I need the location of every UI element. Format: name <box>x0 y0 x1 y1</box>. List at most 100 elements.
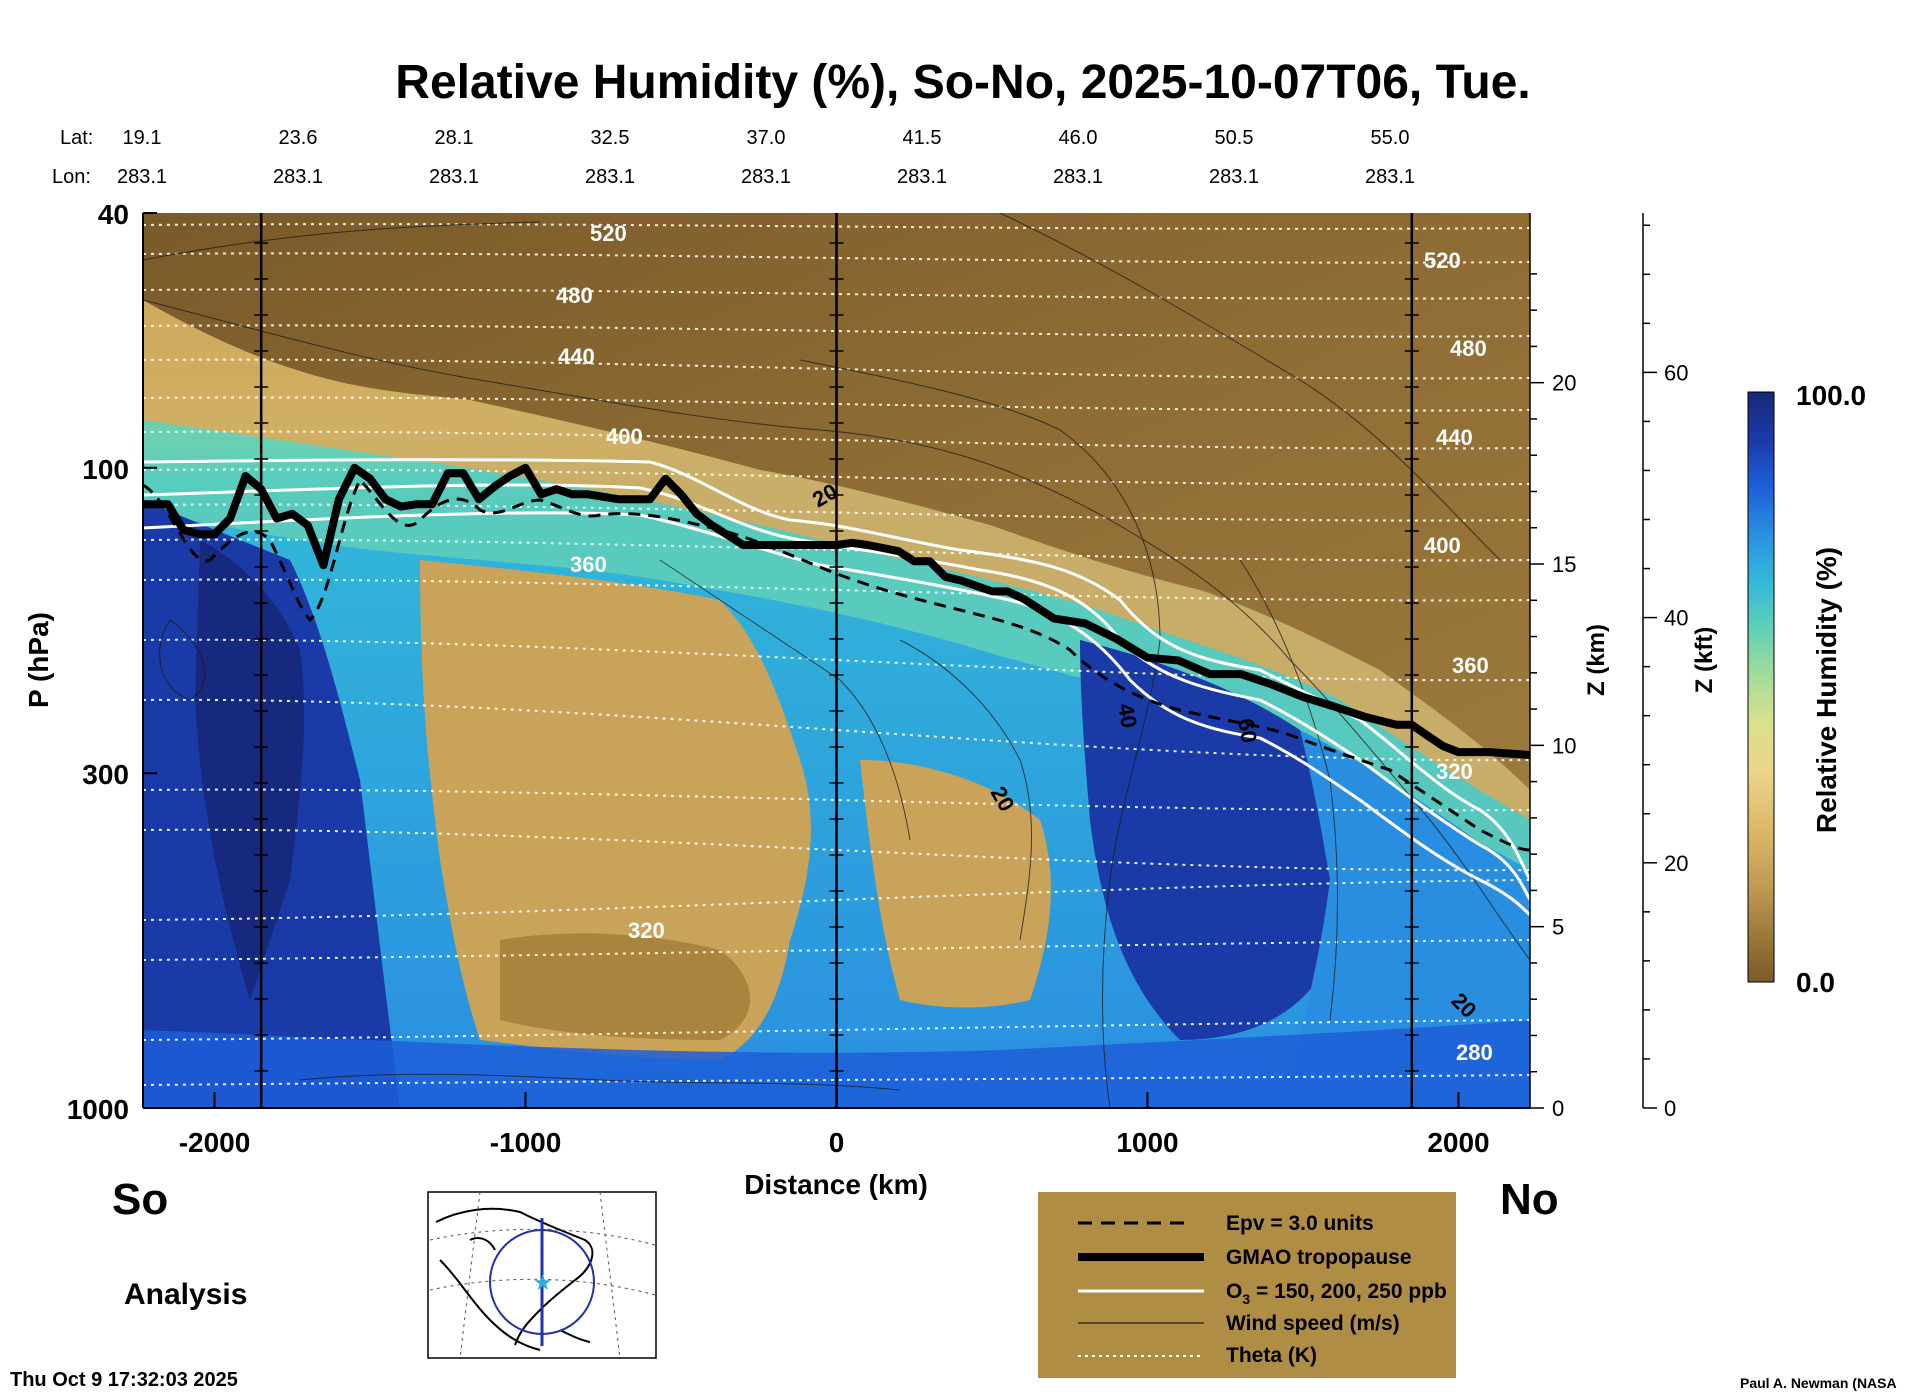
colorbar-title: Relative Humidity (%) <box>1811 547 1842 833</box>
z-km-axis-ticks: 0 5 10 15 20 <box>1530 273 1576 1121</box>
humidity-field-mid-tan <box>143 300 1530 820</box>
lat-value: 32.5 <box>591 127 630 149</box>
humidity-field-dry-middle-dark <box>500 933 750 1040</box>
x-tick-label: -1000 <box>490 1127 562 1158</box>
z-km-tick-label: 0 <box>1552 1096 1564 1121</box>
wind-contour <box>143 213 1501 561</box>
x-tick-label: 1000 <box>1116 1127 1178 1158</box>
wind-speed-contours <box>143 213 1530 1108</box>
z-kft-tick-label: 60 <box>1664 360 1688 385</box>
lat-value: 50.5 <box>1215 127 1254 149</box>
lat-value: 55.0 <box>1371 127 1410 149</box>
ozone-contour-200 <box>143 483 1530 901</box>
lat-lon-header: 19.1 283.1 23.6 283.1 28.1 283.1 32.5 283.1 37.0… <box>117 127 1415 188</box>
y-axis-title: P (hPa) <box>23 612 54 708</box>
humidity-field-dry-middle-right <box>860 760 1051 1008</box>
gmao-tropopause-line <box>143 463 1530 759</box>
theta-line <box>143 698 1530 762</box>
ozone-contour-150 <box>143 458 1530 881</box>
epv-contour <box>143 477 1530 852</box>
theta-label: 480 <box>1450 336 1487 361</box>
y-tick-label: 1000 <box>67 1094 129 1125</box>
z-kft-axis-ticks: 0 20 40 60 <box>1643 224 1688 1121</box>
y-axis-ticks: 40 100 300 1000 <box>67 199 157 1125</box>
legend-label-ozone-sub: 3 <box>1242 1291 1250 1307</box>
x-tick-label: -2000 <box>179 1127 251 1158</box>
wind-contour <box>899 639 1033 941</box>
y-tick-label: 40 <box>98 199 129 230</box>
lon-value: 283.1 <box>1365 166 1415 188</box>
wind-contour <box>659 559 911 841</box>
theta-contours <box>143 223 1530 1086</box>
legend-label-ozone-main: O <box>1226 1280 1242 1303</box>
z-km-tick-label: 5 <box>1552 915 1564 940</box>
theta-label: 520 <box>1424 248 1461 273</box>
humidity-field-deep-blue-right <box>1080 640 1334 1040</box>
humidity-field-deep-blue-left-core <box>195 540 305 1000</box>
humidity-field-moist-band <box>143 420 1530 870</box>
theta-line <box>143 638 1530 682</box>
theta-label: 400 <box>606 424 643 449</box>
theta-label: 520 <box>590 221 627 246</box>
lon-value: 283.1 <box>429 166 479 188</box>
colorbar-min-label: 0.0 <box>1796 967 1835 998</box>
section-marker-lines <box>254 213 1419 1108</box>
x-tick-label: 2000 <box>1427 1127 1489 1158</box>
legend-label-epv: Epv = 3.0 units <box>1226 1212 1374 1235</box>
legend-label-tropopause: GMAO tropopause <box>1226 1246 1412 1269</box>
theta-label: 360 <box>570 552 607 577</box>
wind-contour <box>299 1073 901 1091</box>
lon-label: Lon: <box>52 166 91 188</box>
humidity-field-dry-upper <box>143 213 1530 790</box>
z-km-tick-label: 10 <box>1552 733 1576 758</box>
y-tick-label: 300 <box>82 759 129 790</box>
z-km-axis-title: Z (km) <box>1583 624 1610 696</box>
theta-label: 440 <box>1436 425 1473 450</box>
theta-label: 320 <box>1436 759 1473 784</box>
z-km-tick-label: 20 <box>1552 371 1576 396</box>
legend-label-ozone-rest: = 150, 200, 250 ppb <box>1250 1280 1447 1303</box>
lon-value: 283.1 <box>1209 166 1259 188</box>
theta-label: 280 <box>1456 1040 1493 1065</box>
timestamp: Thu Oct 9 17:32:03 2025 <box>10 1369 238 1391</box>
theta-label-group: 520 480 440 400 360 320 280 520 480 440 … <box>556 221 1493 1065</box>
legend-label-wind: Wind speed (m/s) <box>1226 1312 1400 1335</box>
credit: Paul A. Newman (NASA <box>1740 1375 1897 1391</box>
north-label: No <box>1500 1175 1559 1224</box>
legend: Epv = 3.0 units GMAO tropopause O3 = 150… <box>1038 1192 1456 1378</box>
theta-label: 400 <box>1424 533 1461 558</box>
x-axis-title: Distance (km) <box>744 1169 928 1200</box>
z-kft-axis-title: Z (kft) <box>1691 627 1718 694</box>
legend-label-theta: Theta (K) <box>1226 1344 1317 1367</box>
inset-map: ★ <box>427 1191 657 1359</box>
z-kft-tick-label: 20 <box>1664 851 1688 876</box>
lat-value: 46.0 <box>1059 127 1098 149</box>
z-kft-tick-label: 40 <box>1664 606 1688 631</box>
colorbar-max-label: 100.0 <box>1796 380 1866 411</box>
lon-value: 283.1 <box>273 166 323 188</box>
x-axis-ticks: -2000 -1000 0 1000 2000 <box>179 1092 1490 1158</box>
lat-value: 37.0 <box>747 127 786 149</box>
theta-label: 440 <box>558 344 595 369</box>
legend-label-ozone: O3 = 150, 200, 250 ppb <box>1226 1280 1447 1307</box>
lat-value: 28.1 <box>435 127 474 149</box>
lon-value: 283.1 <box>741 166 791 188</box>
lon-value: 283.1 <box>585 166 635 188</box>
humidity-field-moist-right <box>1280 730 1530 1108</box>
theta-line <box>143 828 1530 872</box>
lat-value: 23.6 <box>279 127 318 149</box>
colorbar <box>1747 391 1775 983</box>
y-tick-label: 100 <box>82 454 129 485</box>
inset-map-center-icon: ★ <box>533 1270 553 1295</box>
lat-value: 19.1 <box>123 127 162 149</box>
theta-label: 360 <box>1452 653 1489 678</box>
analysis-label: Analysis <box>124 1278 247 1311</box>
wind-label: 40 <box>1113 702 1142 730</box>
south-label: So <box>112 1175 168 1224</box>
chart-title: Relative Humidity (%), So-No, 2025-10-07… <box>395 56 1530 109</box>
lat-label: Lat: <box>60 127 93 149</box>
lon-value: 283.1 <box>1053 166 1103 188</box>
lat-value: 41.5 <box>903 127 942 149</box>
z-km-tick-label: 15 <box>1552 552 1576 577</box>
